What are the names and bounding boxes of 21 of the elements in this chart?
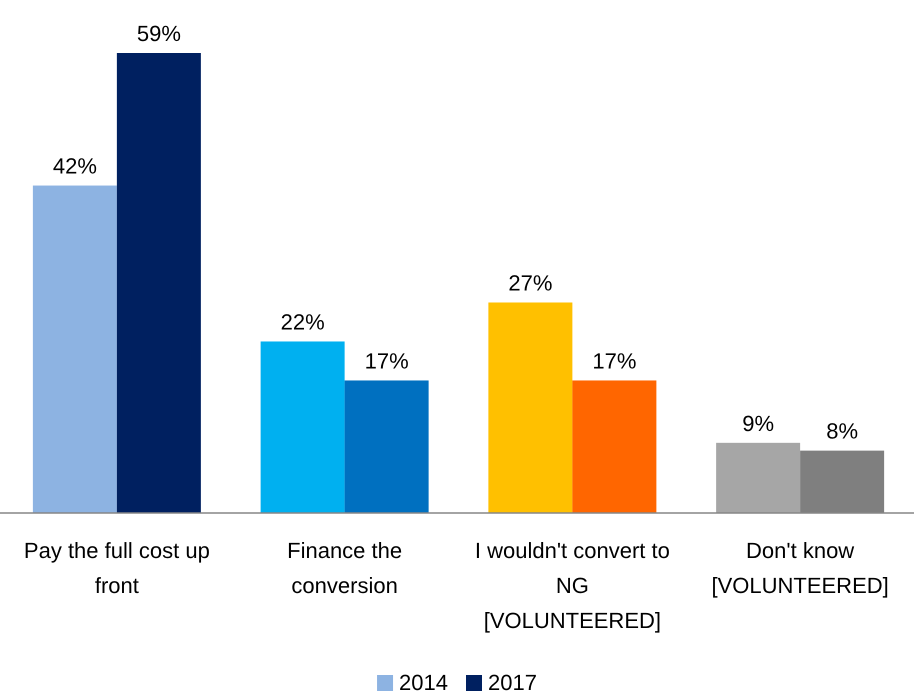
data-label: 17% [364,348,409,374]
bar [116,53,201,513]
data-label: 17% [592,348,636,374]
data-label: 8% [826,418,858,444]
legend-label: 2014 [399,670,448,695]
bar [572,380,656,513]
bar [344,380,429,513]
bar [488,302,572,513]
bar [32,186,117,513]
data-label: 59% [136,21,181,46]
data-label: 22% [280,309,325,334]
bar [716,442,800,513]
x-tick-label: Finance the conversion [287,538,402,598]
x-tick-label: Pay the full cost up front [24,538,210,598]
bar [260,341,345,513]
legend-label: 2017 [488,670,537,695]
x-tick-label: Don't know [VOLUNTEERED] [711,538,889,598]
data-label: 42% [52,154,97,179]
x-tick-label: I wouldn't convert to NG [VOLUNTEERED] [474,538,670,633]
data-label: 9% [742,410,774,436]
data-label: 27% [508,270,552,296]
